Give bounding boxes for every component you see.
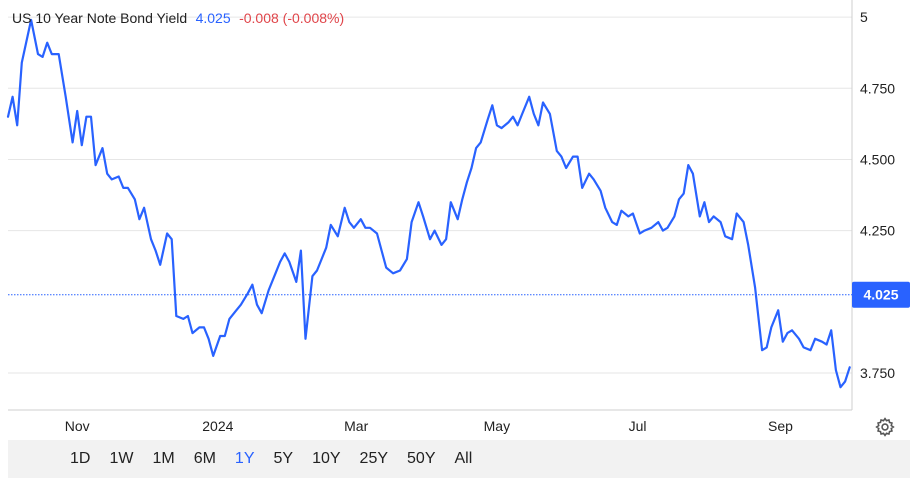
range-button-all[interactable]: All bbox=[454, 450, 473, 467]
y-axis-ticks: 5 4.750 4.500 4.250 3.750 bbox=[860, 9, 895, 381]
x-tick-label: Nov bbox=[65, 418, 90, 434]
y-tick-label: 4.750 bbox=[860, 80, 895, 96]
range-button-6m[interactable]: 6M bbox=[193, 450, 216, 467]
range-button-1m[interactable]: 1M bbox=[152, 450, 175, 467]
last-value: 4.025 bbox=[196, 10, 231, 26]
y-gridlines bbox=[8, 16, 852, 374]
x-tick-label: Mar bbox=[344, 418, 368, 434]
x-tick-label: Jul bbox=[629, 418, 647, 434]
range-button-10y[interactable]: 10Y bbox=[312, 450, 341, 467]
range-button-50y[interactable]: 50Y bbox=[407, 450, 436, 467]
range-button-1w[interactable]: 1W bbox=[109, 450, 134, 467]
series-line bbox=[6, 18, 851, 389]
gear-icon[interactable] bbox=[874, 416, 896, 438]
x-tick-label: Sep bbox=[768, 418, 793, 434]
x-tick-label: May bbox=[484, 418, 510, 434]
range-toolbar: 1D 1W 1M 6M 1Y 5Y 10Y 25Y 50Y All bbox=[8, 440, 910, 478]
y-tick-label: 4.250 bbox=[860, 223, 895, 239]
range-button-25y[interactable]: 25Y bbox=[359, 450, 389, 467]
current-value-badge-bg bbox=[852, 281, 910, 308]
chart-title: US 10 Year Note Bond Yield bbox=[12, 10, 187, 26]
chart-header: US 10 Year Note Bond Yield 4.025 -0.008 … bbox=[12, 10, 344, 27]
y-tick-label: 5 bbox=[860, 9, 868, 25]
range-button-5y[interactable]: 5Y bbox=[273, 450, 294, 467]
current-value-badge: 4.025 bbox=[852, 281, 910, 308]
x-tick-label: 2024 bbox=[202, 418, 233, 434]
yield-chart: 5 4.750 4.500 4.250 3.750 Nov 2024 Mar May Jul Se… bbox=[6, 0, 910, 434]
x-axis-ticks: Nov 2024 Mar May Jul Sep bbox=[65, 418, 793, 434]
y-tick-label: 3.750 bbox=[860, 365, 895, 381]
range-button-1y[interactable]: 1Y bbox=[234, 450, 255, 467]
y-tick-label: 4.500 bbox=[860, 151, 895, 167]
current-value-label: 4.025 bbox=[863, 287, 898, 303]
change-value: -0.008 (-0.008%) bbox=[239, 10, 344, 26]
range-button-1d[interactable]: 1D bbox=[70, 450, 91, 467]
